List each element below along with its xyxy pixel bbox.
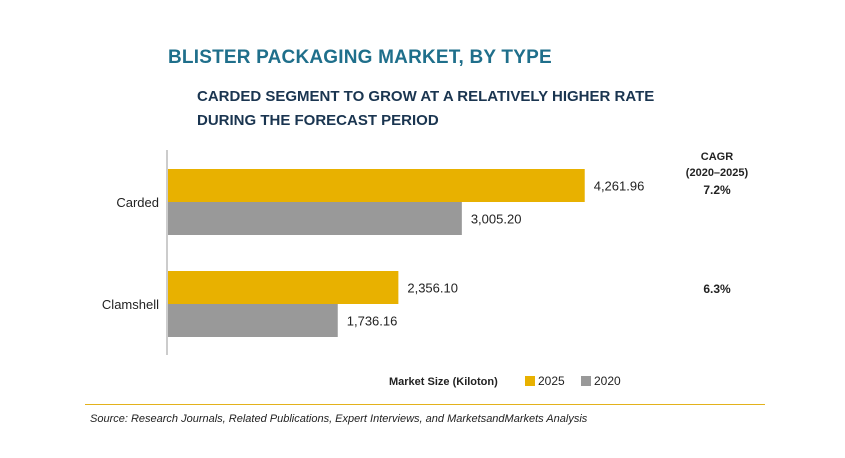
legend-swatch-2025 <box>525 376 535 386</box>
cagr-period: (2020–2025) <box>686 167 749 179</box>
cagr-header: CAGR <box>701 151 733 163</box>
legend-swatch-2020 <box>581 376 591 386</box>
x-axis-label: Market Size (Kiloton) <box>389 376 498 388</box>
data-label-carded-2025: 4,261.96 <box>594 179 645 194</box>
source-note: Source: Research Journals, Related Publi… <box>90 413 588 425</box>
bar-clamshell-2025 <box>168 271 399 304</box>
source-divider <box>85 404 765 405</box>
bar-chart: 4,261.96 3,005.20 Carded 7.2% 2,356.10 1,736.… <box>102 150 749 388</box>
data-label-carded-2020: 3,005.20 <box>471 212 522 227</box>
category-label-clamshell: Clamshell <box>102 297 159 312</box>
chart-title: BLISTER PACKAGING MARKET, BY TYPE <box>168 47 552 68</box>
legend-label-2025: 2025 <box>538 374 565 388</box>
category-label-carded: Carded <box>116 195 159 210</box>
data-label-clamshell-2025: 2,356.10 <box>407 281 458 296</box>
data-label-clamshell-2020: 1,736.16 <box>347 314 398 329</box>
legend-label-2020: 2020 <box>594 374 621 388</box>
bar-carded-2020 <box>168 202 462 235</box>
bar-clamshell-2020 <box>168 304 338 337</box>
cagr-value-carded: 7.2% <box>703 183 731 197</box>
cagr-value-clamshell: 6.3% <box>703 282 731 296</box>
chart-subtitle: CARDED SEGMENT TO GROW AT A RELATIVELY H… <box>197 88 655 129</box>
bar-carded-2025 <box>168 169 585 202</box>
